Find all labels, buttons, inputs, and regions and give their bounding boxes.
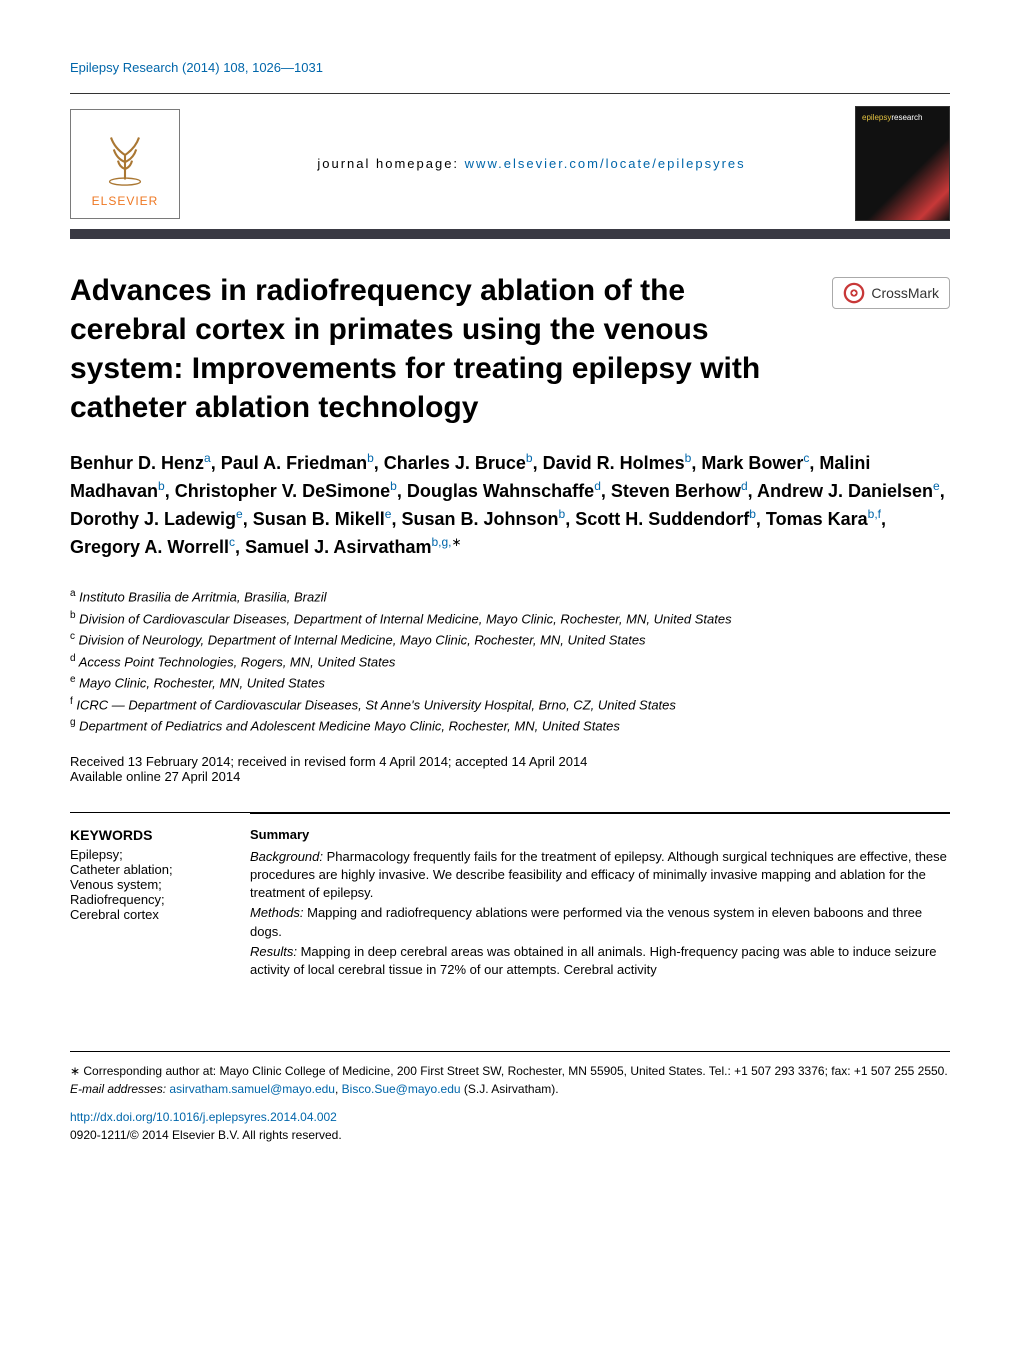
online-date: Available online 27 April 2014 xyxy=(70,769,950,784)
results-text: Mapping in deep cerebral areas was obtai… xyxy=(250,944,937,977)
author: Dorothy J. Ladewige xyxy=(70,509,243,529)
author-list: Benhur D. Henza, Paul A. Friedmanb, Char… xyxy=(70,449,950,561)
affiliation-f: f ICRC — Department of Cardiovascular Di… xyxy=(70,695,950,715)
author: Susan B. Johnsonb xyxy=(401,509,565,529)
journal-homepage: journal homepage: www.elsevier.com/locat… xyxy=(208,156,855,171)
affiliation-d: d Access Point Technologies, Rogers, MN,… xyxy=(70,652,950,672)
background-text: Pharmacology frequently fails for the tr… xyxy=(250,849,947,900)
author: David R. Holmesb xyxy=(543,453,692,473)
crossmark-label: CrossMark xyxy=(871,285,939,301)
affiliation-c: c Division of Neurology, Department of I… xyxy=(70,630,950,650)
page-footer: ∗ Corresponding author at: Mayo Clinic C… xyxy=(70,1051,950,1144)
email-owner: (S.J. Asirvatham). xyxy=(464,1082,559,1096)
author: Benhur D. Henza xyxy=(70,453,211,473)
methods-text: Mapping and radiofrequency ablations wer… xyxy=(250,905,922,938)
crossmark-icon xyxy=(843,282,865,304)
author: Douglas Wahnschaffed xyxy=(407,481,601,501)
abstract-block: KEYWORDS Epilepsy;Catheter ablation;Veno… xyxy=(70,812,950,982)
journal-header: ELSEVIER journal homepage: www.elsevier.… xyxy=(70,93,950,239)
affiliation-g: g Department of Pediatrics and Adolescen… xyxy=(70,716,950,736)
author: Scott H. Suddendorfb xyxy=(575,509,756,529)
email-line: E-mail addresses: asirvatham.samuel@mayo… xyxy=(70,1080,950,1098)
email-link-2[interactable]: Bisco.Sue@mayo.edu xyxy=(342,1082,461,1096)
email-link-1[interactable]: asirvatham.samuel@mayo.edu xyxy=(169,1082,335,1096)
keyword: Radiofrequency; xyxy=(70,892,230,907)
keyword: Epilepsy; xyxy=(70,847,230,862)
copyright: 0920-1211/© 2014 Elsevier B.V. All right… xyxy=(70,1128,342,1142)
author: Gregory A. Worrellc xyxy=(70,537,235,557)
author: Charles J. Bruceb xyxy=(384,453,533,473)
author: Susan B. Mikelle xyxy=(253,509,392,529)
homepage-label: journal homepage: xyxy=(317,156,459,171)
keywords-heading: KEYWORDS xyxy=(70,827,230,843)
methods-label: Methods: xyxy=(250,905,303,920)
corresponding-author: ∗ Corresponding author at: Mayo Clinic C… xyxy=(70,1062,950,1080)
keyword: Catheter ablation; xyxy=(70,862,230,877)
journal-cover-thumbnail: epilepsyresearch xyxy=(855,106,950,221)
article-dates: Received 13 February 2014; received in r… xyxy=(70,754,950,784)
background-label: Background: xyxy=(250,849,323,864)
journal-reference: Epilepsy Research (2014) 108, 1026—1031 xyxy=(70,60,950,75)
crossmark-badge[interactable]: CrossMark xyxy=(832,277,950,309)
author: Andrew J. Danielsene xyxy=(757,481,940,501)
results-label: Results: xyxy=(250,944,297,959)
summary-column: Summary Background: Pharmacology frequen… xyxy=(250,813,950,982)
author: Paul A. Friedmanb xyxy=(221,453,374,473)
author: Tomas Karab,f xyxy=(766,509,881,529)
affiliations: a Instituto Brasilia de Arritmia, Brasil… xyxy=(70,587,950,736)
tree-icon xyxy=(90,120,160,190)
affiliation-b: b Division of Cardiovascular Diseases, D… xyxy=(70,609,950,629)
received-date: Received 13 February 2014; received in r… xyxy=(70,754,950,769)
email-label: E-mail addresses: xyxy=(70,1082,166,1096)
author: Christopher V. DeSimoneb xyxy=(175,481,397,501)
cover-title: epilepsyresearch xyxy=(862,113,922,122)
summary-heading: Summary xyxy=(250,826,950,844)
keywords-column: KEYWORDS Epilepsy;Catheter ablation;Veno… xyxy=(70,827,250,982)
author: Steven Berhowd xyxy=(611,481,748,501)
author: Samuel J. Asirvathamb,g,∗ xyxy=(245,537,462,557)
doi-link[interactable]: http://dx.doi.org/10.1016/j.eplepsyres.2… xyxy=(70,1110,337,1124)
keyword: Cerebral cortex xyxy=(70,907,230,922)
keyword: Venous system; xyxy=(70,877,230,892)
affiliation-e: e Mayo Clinic, Rochester, MN, United Sta… xyxy=(70,673,950,693)
author: Mark Bowerc xyxy=(701,453,809,473)
homepage-link[interactable]: www.elsevier.com/locate/epilepsyres xyxy=(465,156,746,171)
publisher-name: ELSEVIER xyxy=(92,194,159,208)
affiliation-a: a Instituto Brasilia de Arritmia, Brasil… xyxy=(70,587,950,607)
publisher-logo: ELSEVIER xyxy=(70,109,180,219)
article-title: Advances in radiofrequency ablation of t… xyxy=(70,271,832,427)
